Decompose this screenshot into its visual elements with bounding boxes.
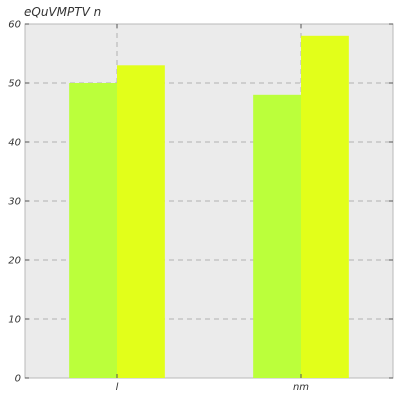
bar bbox=[69, 83, 117, 378]
y-tick-label: 20 bbox=[8, 256, 21, 267]
y-tick-label: 50 bbox=[8, 79, 21, 90]
y-tick-label: 0 bbox=[15, 374, 21, 385]
y-tick-label: 10 bbox=[8, 315, 21, 326]
axes: 0 10 20 30 40 50 60 l nm bbox=[8, 20, 393, 393]
y-tick-label: 30 bbox=[8, 197, 21, 208]
bar bbox=[117, 65, 165, 379]
chart-title: eQuVMPTV n bbox=[24, 5, 101, 19]
bars bbox=[69, 35, 349, 379]
bar bbox=[301, 35, 349, 379]
y-tick-label: 60 bbox=[8, 20, 21, 31]
bar bbox=[253, 94, 301, 379]
x-tick-label: l bbox=[116, 382, 119, 393]
y-tick-label: 40 bbox=[8, 138, 21, 149]
x-tick-label: nm bbox=[293, 382, 309, 393]
